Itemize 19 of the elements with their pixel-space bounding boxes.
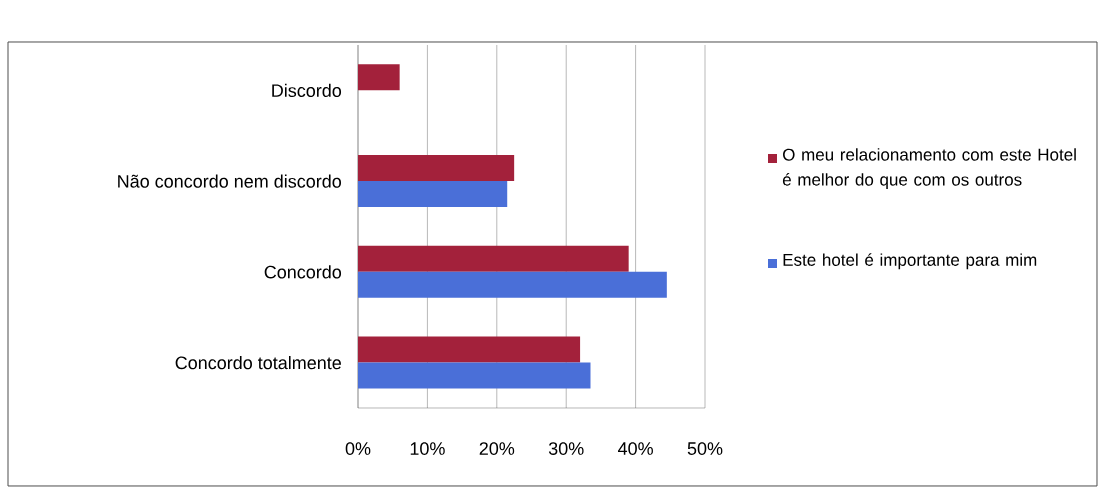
x-tick-label: 50%	[687, 442, 723, 455]
bar	[358, 362, 591, 389]
bar	[358, 271, 667, 298]
y-tick-label: Concordo	[264, 265, 342, 279]
bar	[358, 155, 515, 182]
bar	[358, 64, 400, 91]
legend-label: Este hotel é importante para mim	[783, 253, 1037, 270]
bar	[358, 181, 508, 208]
x-tick-label: 30%	[548, 442, 584, 455]
bar	[358, 245, 629, 272]
bar	[358, 336, 581, 363]
x-tick-label: 20%	[479, 442, 515, 455]
y-tick-label: Não concordo nem discordo	[118, 174, 341, 188]
y-tick-label: Concordo totalmente	[175, 356, 341, 370]
x-tick-label: 0%	[345, 442, 371, 455]
x-tick-label: 40%	[618, 442, 653, 455]
legend-label: O meu relacionamento com este Hotel é melhor do que com os outros	[782, 148, 1076, 190]
x-tick-label: 10%	[410, 442, 445, 455]
y-tick-label: Discordo	[272, 83, 342, 97]
